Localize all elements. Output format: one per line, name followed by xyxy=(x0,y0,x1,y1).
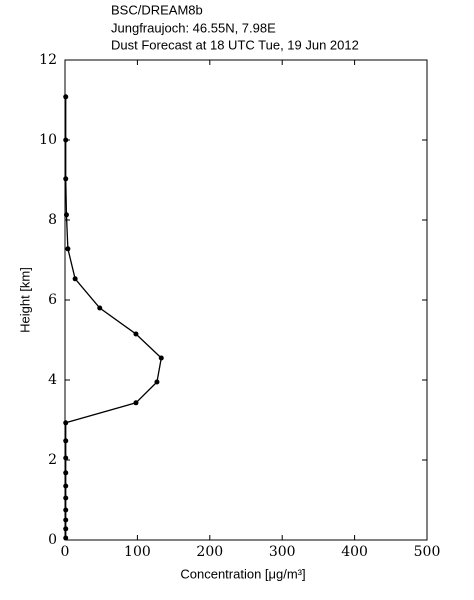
data-point xyxy=(63,470,69,476)
y-axis-label: Height [km] xyxy=(17,267,32,333)
y-tick-label: 2 xyxy=(48,452,57,468)
y-tick-label: 6 xyxy=(48,292,57,308)
data-point xyxy=(63,535,69,541)
data-point xyxy=(63,455,69,461)
data-point xyxy=(63,483,69,489)
data-point xyxy=(97,305,103,311)
y-tick-label: 8 xyxy=(48,212,57,228)
data-point xyxy=(63,94,69,100)
data-point xyxy=(72,276,78,282)
data-point xyxy=(63,526,69,532)
data-point xyxy=(63,438,69,444)
x-tick-label: 200 xyxy=(196,544,223,560)
data-point xyxy=(63,517,69,523)
x-tick-label: 400 xyxy=(341,544,368,560)
data-point xyxy=(154,379,160,385)
data-point xyxy=(63,507,69,513)
x-axis-label: Concentration [μg/m³] xyxy=(180,566,305,581)
y-tick-label: 0 xyxy=(48,532,57,548)
y-tick-label: 4 xyxy=(48,372,57,388)
profile-line xyxy=(65,96,162,538)
data-point xyxy=(63,420,69,426)
data-point xyxy=(63,137,69,143)
y-tick-label: 12 xyxy=(39,52,57,68)
data-point xyxy=(63,212,69,218)
y-tick-label: 10 xyxy=(39,132,57,148)
x-tick-label: 500 xyxy=(414,544,441,560)
title-line: Jungfraujoch: 46.55N, 7.98E xyxy=(111,20,276,35)
data-point xyxy=(65,246,71,252)
data-point xyxy=(63,176,69,182)
data-point xyxy=(133,331,139,337)
title-line: Dust Forecast at 18 UTC Tue, 19 Jun 2012 xyxy=(111,37,359,52)
x-tick-label: 300 xyxy=(269,544,296,560)
title-line: BSC/DREAM8b xyxy=(111,2,203,17)
x-tick-label: 100 xyxy=(124,544,151,560)
data-point xyxy=(133,400,139,406)
x-tick-label: 0 xyxy=(61,544,70,560)
data-point xyxy=(63,495,69,501)
plot-frame xyxy=(64,59,428,541)
data-point xyxy=(158,355,164,361)
